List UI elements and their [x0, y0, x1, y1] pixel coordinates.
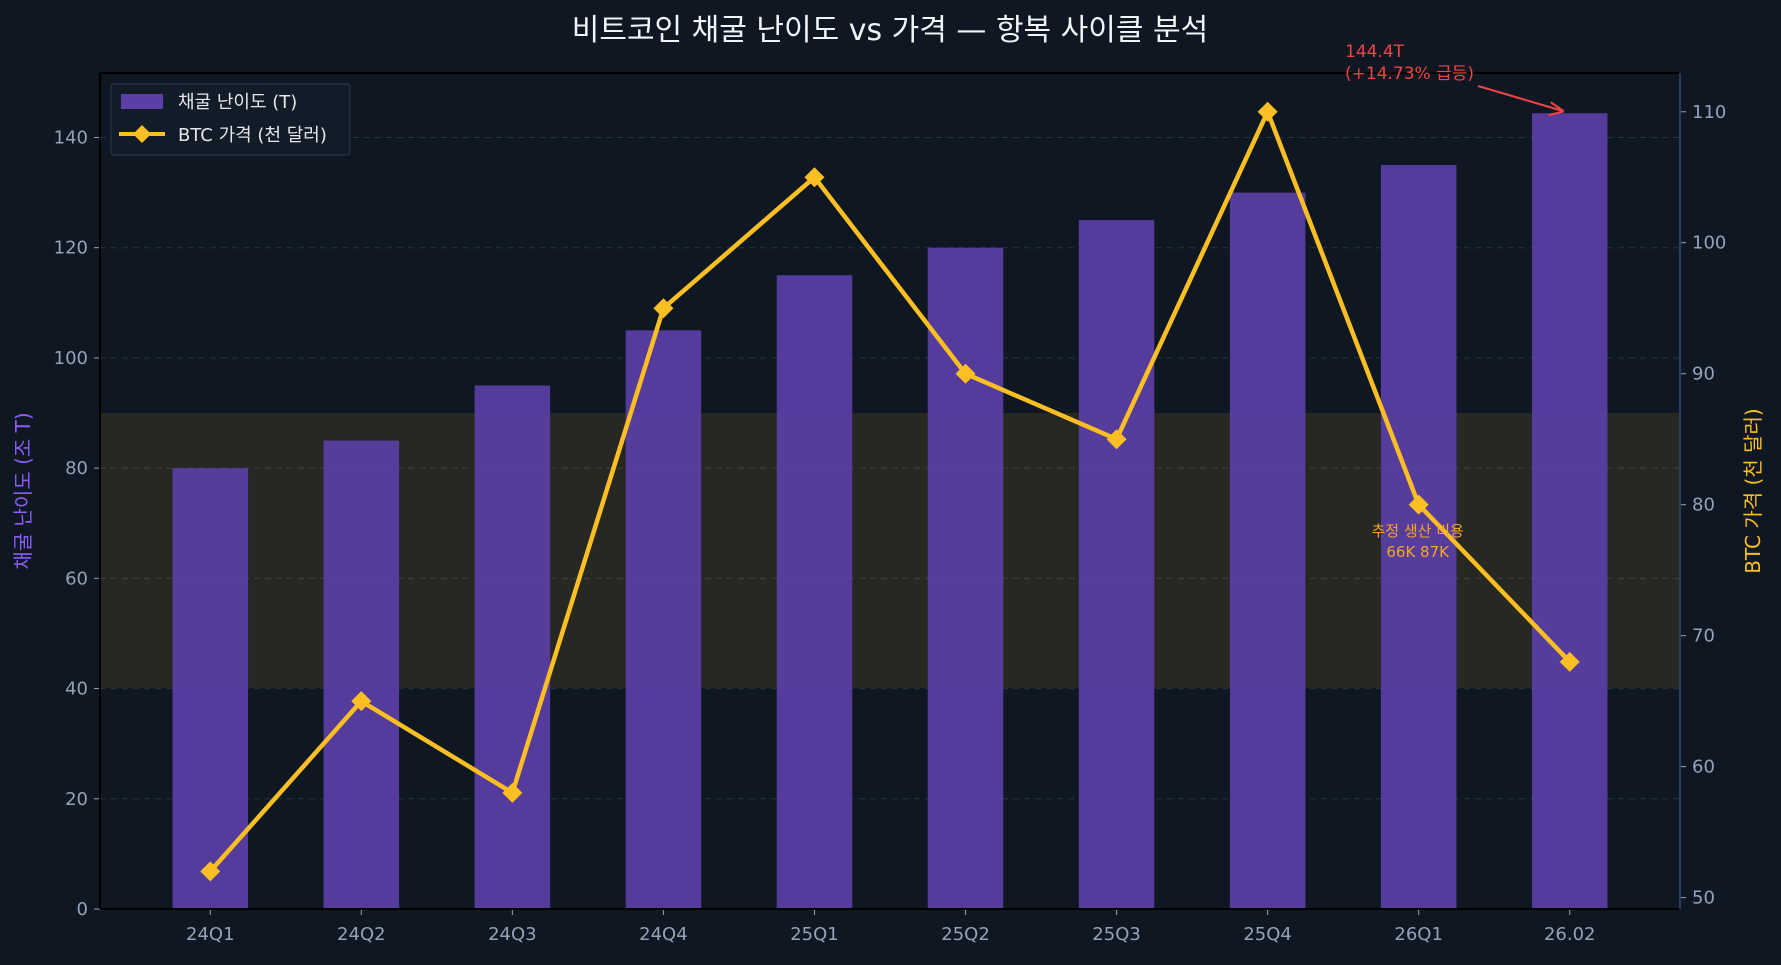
x-tick-label: 25Q2 — [941, 924, 990, 945]
y-tick-label: 40 — [65, 679, 88, 700]
x-tick-label: 25Q3 — [1092, 924, 1141, 945]
axes: 0 20 40 60 80 100 120 140 50 60 70 80 90 100 110 24Q1 24… — [54, 72, 1726, 945]
y-axis-label: 채굴 난이도 (조 T) — [11, 412, 35, 569]
bar-25Q1 — [776, 275, 853, 910]
point-24Q3 — [502, 782, 523, 803]
bar-25Q2 — [927, 247, 1004, 909]
y2-tick-label: 90 — [1692, 364, 1715, 385]
legend-frame — [110, 83, 351, 156]
band-sublabel: 66K 87K — [1386, 543, 1450, 561]
price-line — [200, 101, 1580, 882]
price-polyline — [208, 109, 1572, 873]
point-25Q4 — [1257, 101, 1278, 122]
annotation-arrowhead — [1548, 101, 1565, 117]
y-tick-label: 80 — [65, 458, 88, 479]
legend: 채굴 난이도 (T) BTC 가격 (천 달러) — [110, 83, 351, 156]
bar-25Q3 — [1078, 220, 1155, 910]
bar-24Q2 — [323, 440, 400, 909]
legend-label-difficulty: 채굴 난이도 (T) — [178, 92, 297, 113]
legend-label-price: BTC 가격 (천 달러) — [178, 125, 327, 146]
y-tick-label: 0 — [77, 899, 88, 920]
y2-tick-label: 100 — [1692, 233, 1726, 254]
bar-24Q3 — [474, 385, 551, 910]
point-25Q2 — [955, 363, 976, 384]
point-26Q1 — [1408, 494, 1429, 515]
bar-26Q1 — [1380, 165, 1457, 910]
x-tick-label: 24Q1 — [186, 924, 235, 945]
x-tick-label: 25Q4 — [1243, 924, 1292, 945]
x-tick-label: 26Q1 — [1394, 924, 1443, 945]
annotation-change: (+14.73% 급등) — [1345, 64, 1474, 84]
y-tick-label: 140 — [54, 127, 88, 148]
y-tick-label: 60 — [65, 568, 88, 589]
chart-title: 비트코인 채굴 난이도 vs 가격 — 항복 사이클 분석 — [572, 13, 1208, 48]
point-24Q4 — [653, 298, 674, 319]
y-tick-label: 100 — [54, 348, 88, 369]
point-25Q3 — [1106, 429, 1127, 450]
band-label: 추정 생산 비용 — [1372, 522, 1464, 540]
y2-tick-label: 80 — [1692, 495, 1715, 516]
point-24Q2 — [351, 691, 372, 712]
bar-25Q4 — [1229, 192, 1306, 909]
x-tick-label: 25Q1 — [790, 924, 839, 945]
annotation-arrow — [1477, 85, 1565, 113]
y2-tick-label: 50 — [1692, 888, 1715, 909]
bars — [172, 113, 1608, 910]
point-26.02 — [1559, 651, 1580, 672]
y-tick-label: 120 — [54, 238, 88, 259]
x-tick-label: 24Q2 — [337, 924, 386, 945]
y2-tick-label: 70 — [1692, 626, 1715, 647]
y2-tick-label: 110 — [1692, 102, 1726, 123]
y2-axis-label: BTC 가격 (천 달러) — [1741, 408, 1765, 573]
legend-bar-swatch — [121, 94, 163, 109]
point-25Q1 — [804, 167, 825, 188]
y2-tick-label: 60 — [1692, 757, 1715, 778]
bar-24Q1 — [172, 468, 249, 909]
bar-26.02 — [1531, 113, 1608, 910]
annotation-value: 144.4T — [1345, 42, 1405, 62]
x-tick-label: 26.02 — [1544, 924, 1596, 945]
x-tick-label: 24Q3 — [488, 924, 537, 945]
point-24Q1 — [200, 861, 221, 882]
bar-24Q4 — [625, 330, 702, 910]
x-tick-label: 24Q4 — [639, 924, 688, 945]
y-tick-label: 20 — [65, 789, 88, 810]
legend-diamond-icon — [133, 125, 151, 143]
